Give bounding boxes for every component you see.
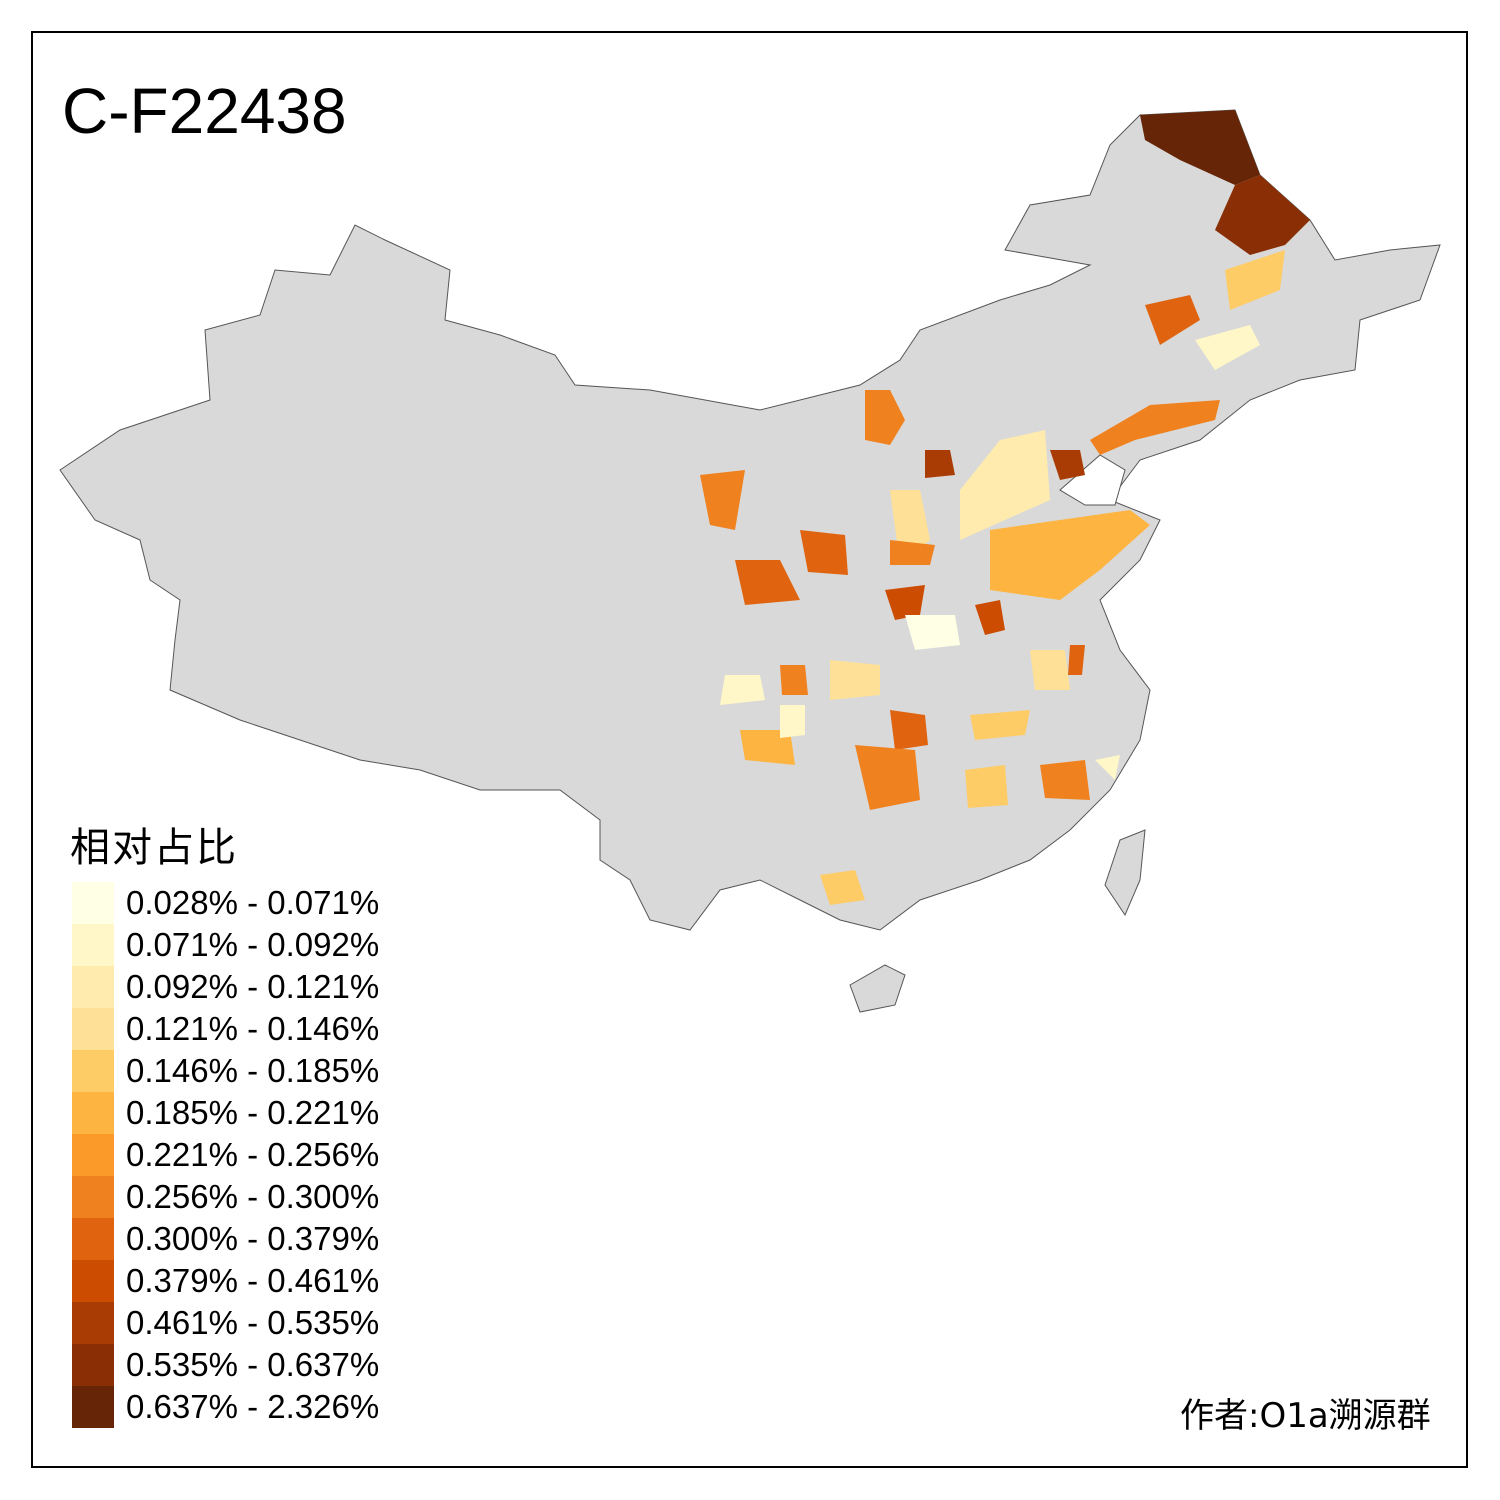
legend-item: 0.256% - 0.300% (72, 1176, 379, 1218)
region-zhejiang (1095, 755, 1120, 780)
region-ningxia (800, 530, 848, 575)
legend-item: 0.121% - 0.146% (72, 1008, 379, 1050)
legend-label: 0.146% - 0.185% (126, 1052, 380, 1089)
region-sichuan-east (780, 665, 808, 695)
legend-swatch (72, 1134, 114, 1176)
region-liaoning (1090, 400, 1220, 455)
region-hunan (855, 745, 920, 810)
legend-swatch (72, 1260, 114, 1302)
legend-label: 0.461% - 0.535% (126, 1304, 380, 1341)
legend: 0.028% - 0.071% 0.071% - 0.092% 0.092% - 0… (72, 882, 379, 1428)
legend-item: 0.637% - 2.326% (72, 1386, 379, 1428)
region-inner-mongolia-central (865, 390, 905, 445)
region-hunan-north (890, 710, 928, 750)
region-jiangsu (1030, 650, 1070, 690)
legend-label: 0.121% - 0.146% (126, 1010, 380, 1047)
legend-label: 0.535% - 0.637% (126, 1346, 380, 1383)
region-jiangxi (965, 765, 1008, 808)
legend-item: 0.221% - 0.256% (72, 1134, 379, 1176)
legend-swatch (72, 1050, 114, 1092)
region-hebei (960, 430, 1050, 540)
region-jilin-south (1195, 325, 1260, 370)
legend-item: 0.535% - 0.637% (72, 1344, 379, 1386)
legend-item: 0.092% - 0.121% (72, 966, 379, 1008)
region-shaanxi (885, 585, 925, 620)
legend-label: 0.300% - 0.379% (126, 1220, 380, 1257)
map-frame (31, 31, 1468, 1468)
region-guangxi (820, 870, 865, 905)
legend-title: 相对占比 (70, 825, 238, 871)
region-sichuan-north (720, 675, 765, 705)
legend-label: 0.379% - 0.461% (126, 1262, 380, 1299)
legend-item: 0.185% - 0.221% (72, 1092, 379, 1134)
hainan-island (849, 964, 906, 1013)
region-chongqing (780, 705, 805, 738)
legend-swatch (72, 1176, 114, 1218)
bohai-sea (1059, 454, 1126, 506)
china-base-region (59, 109, 1441, 931)
region-shaanxi-north (890, 540, 935, 565)
legend-swatch (72, 924, 114, 966)
legend-label: 0.092% - 0.121% (126, 968, 380, 1005)
region-inner-mongolia-east (1145, 295, 1200, 345)
map-title: C-F22438 (62, 75, 347, 147)
region-heilongjiang-north (1140, 110, 1260, 185)
region-gansu (700, 470, 745, 530)
legend-label: 0.637% - 2.326% (126, 1388, 380, 1425)
region-shandong (990, 510, 1150, 600)
region-highlights (700, 110, 1310, 905)
region-jilin-north (1225, 250, 1285, 310)
legend-swatch (72, 1302, 114, 1344)
legend-swatch (72, 1386, 114, 1428)
region-henan-east (975, 600, 1005, 635)
region-heilongjiang-east (1215, 175, 1310, 255)
legend-label: 0.071% - 0.092% (126, 926, 380, 963)
legend-swatch (72, 1008, 114, 1050)
region-jiangxi-north (970, 710, 1030, 740)
region-henan (905, 615, 960, 650)
author-credit: 作者:O1a溯源群 (1180, 1396, 1431, 1436)
legend-label: 0.185% - 0.221% (126, 1094, 380, 1131)
region-anhui (1068, 645, 1085, 675)
region-baotou (925, 450, 955, 478)
legend-item: 0.379% - 0.461% (72, 1260, 379, 1302)
legend-swatch (72, 966, 114, 1008)
region-hubei-west (830, 660, 880, 700)
legend-swatch (72, 1092, 114, 1134)
region-sichuan (740, 730, 795, 765)
legend-item: 0.028% - 0.071% (72, 882, 379, 924)
region-fujian (1040, 760, 1090, 800)
legend-label: 0.221% - 0.256% (126, 1136, 380, 1173)
legend-swatch (72, 1218, 114, 1260)
legend-label: 0.256% - 0.300% (126, 1178, 380, 1215)
legend-item: 0.071% - 0.092% (72, 924, 379, 966)
taiwan-island (1104, 829, 1146, 917)
legend-item: 0.461% - 0.535% (72, 1302, 379, 1344)
region-tianjin (1050, 450, 1085, 480)
legend-swatch (72, 1344, 114, 1386)
legend-item: 0.300% - 0.379% (72, 1218, 379, 1260)
legend-label: 0.028% - 0.071% (126, 884, 380, 921)
region-gansu-south (735, 560, 800, 605)
legend-swatch (72, 882, 114, 924)
legend-item: 0.146% - 0.185% (72, 1050, 379, 1092)
